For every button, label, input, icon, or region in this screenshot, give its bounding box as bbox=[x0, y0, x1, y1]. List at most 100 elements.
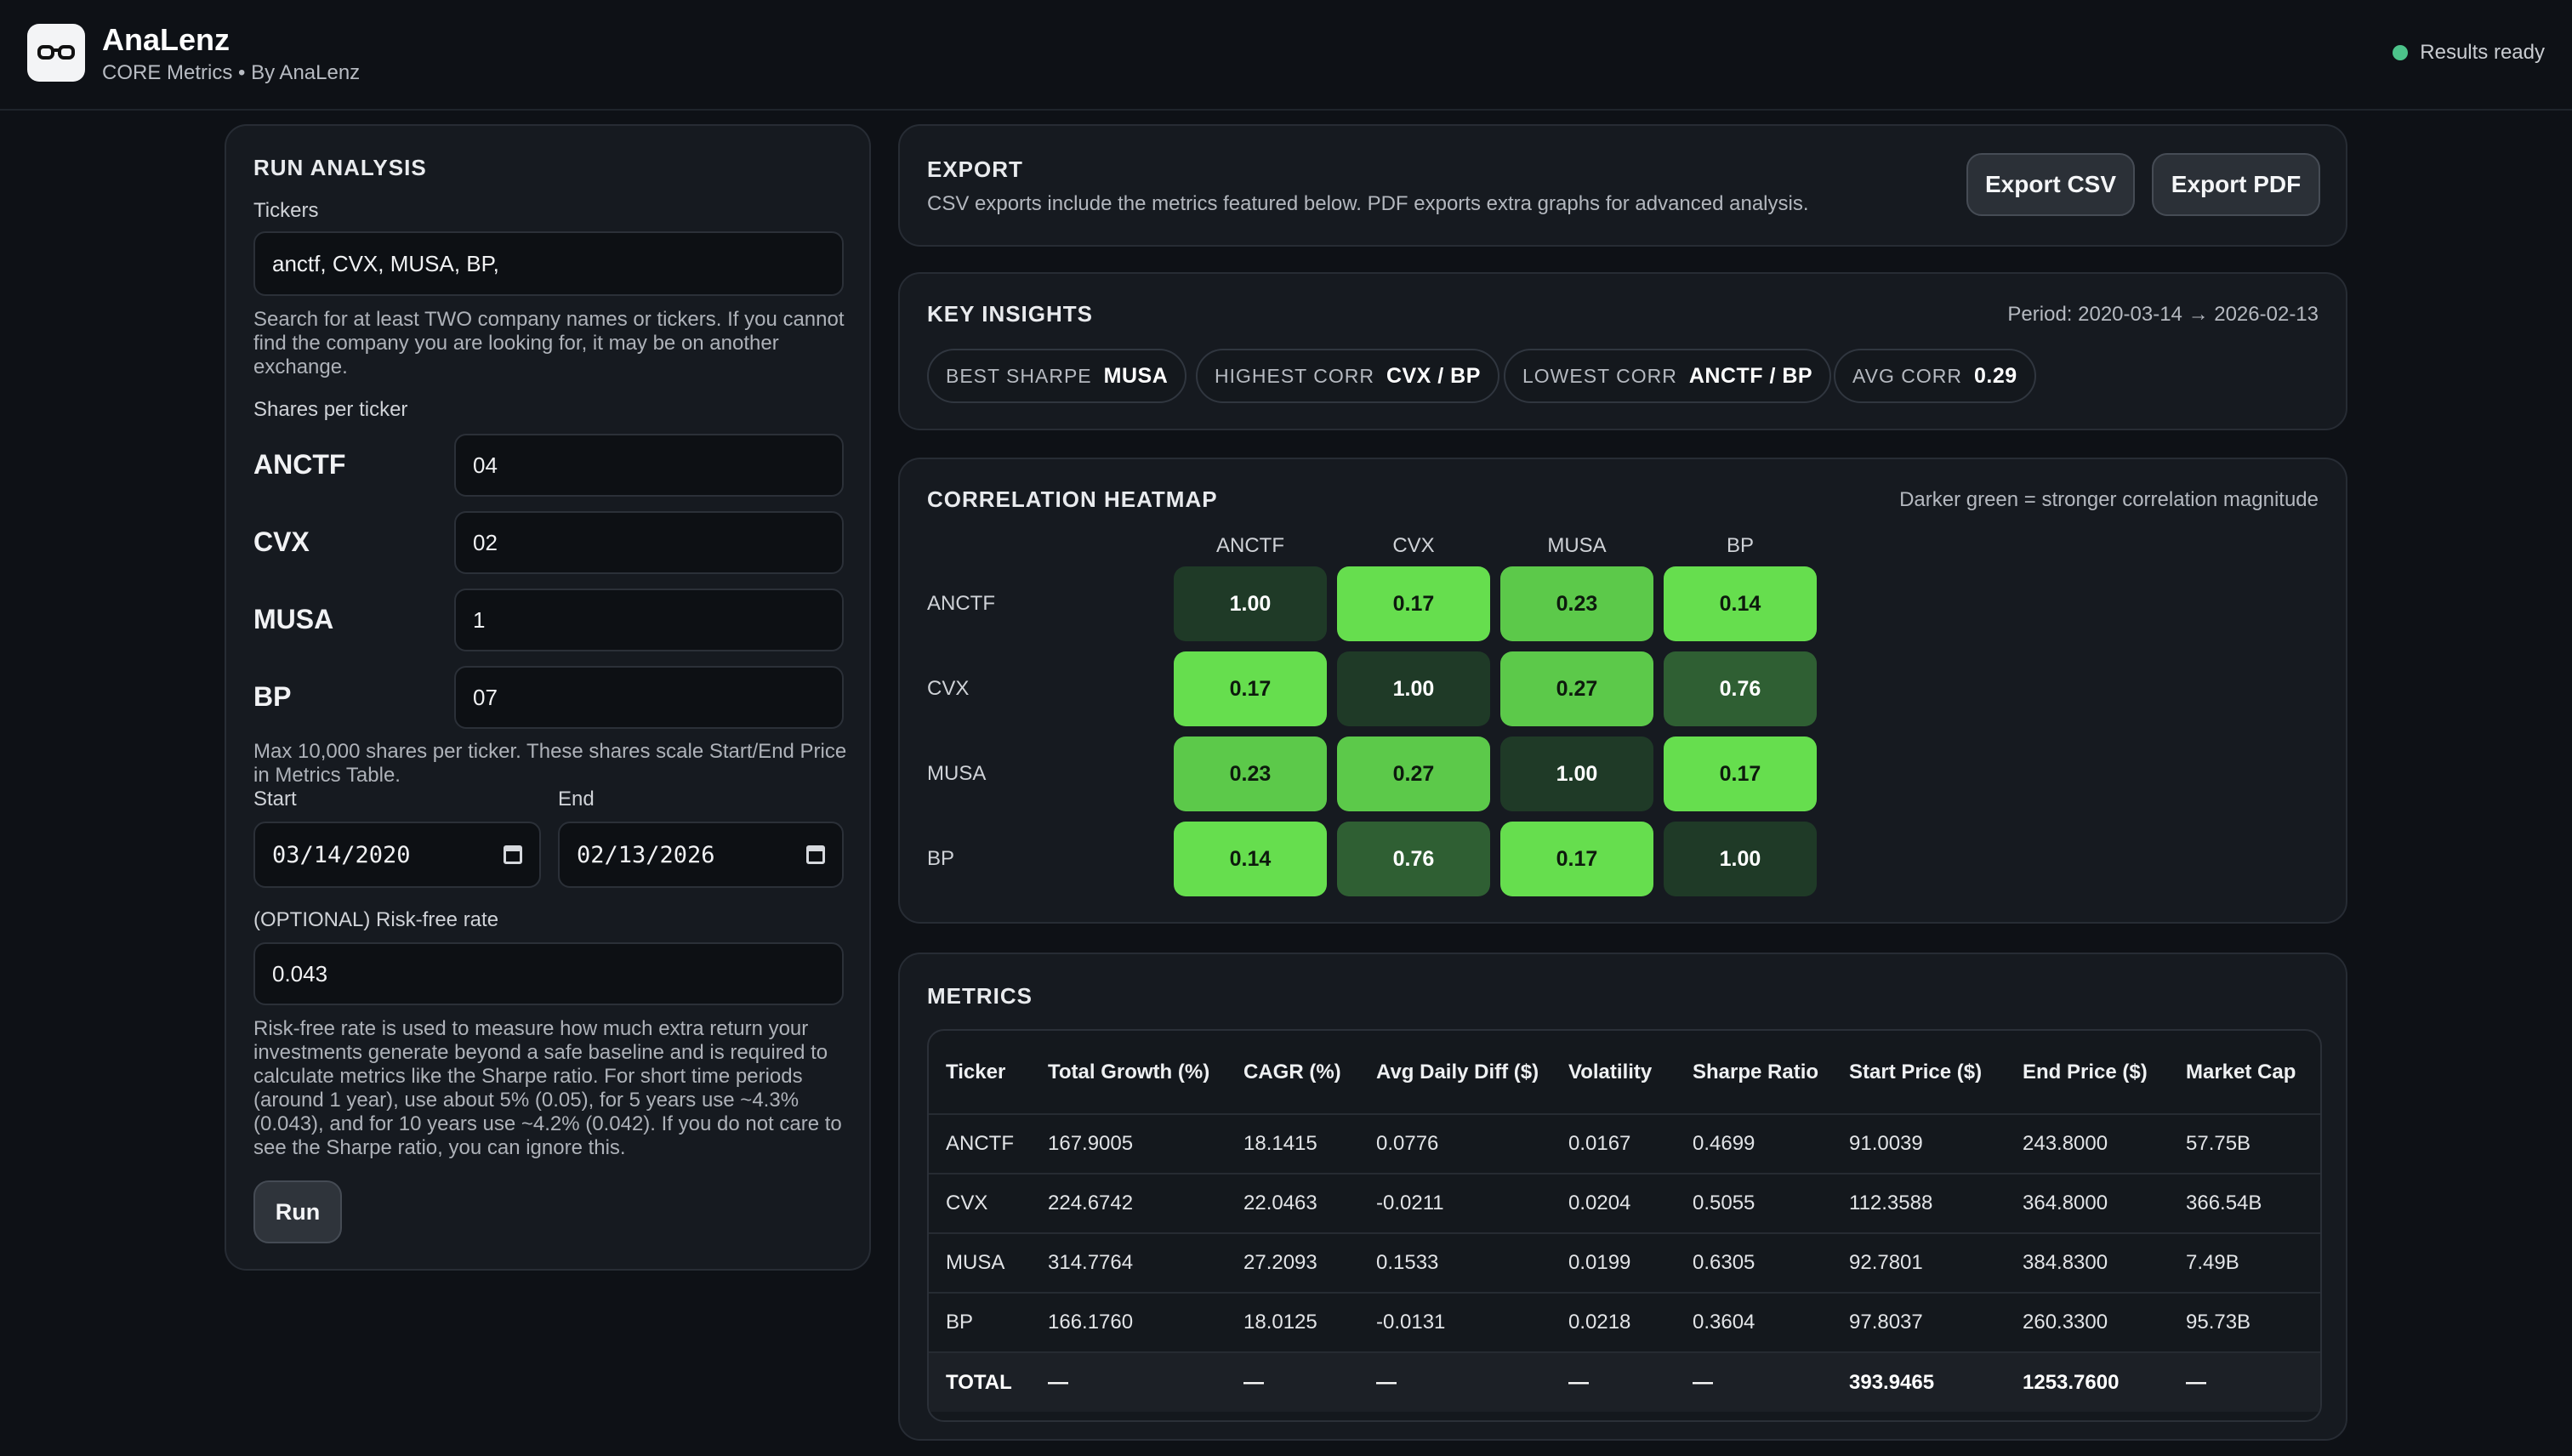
insight-label: AVG CORR bbox=[1852, 364, 1962, 387]
status-indicator: Results ready bbox=[2393, 41, 2545, 65]
table-cell: CVX bbox=[929, 1173, 1031, 1233]
table-cell: 92.7801 bbox=[1832, 1232, 2006, 1293]
risk-free-input[interactable]: 0.043 bbox=[253, 942, 844, 1005]
share-ticker-label: ANCTF bbox=[253, 449, 346, 480]
table-cell: 0.0199 bbox=[1551, 1232, 1676, 1293]
export-csv-button[interactable]: Export CSV bbox=[1966, 153, 2135, 216]
key-insights-title: KEY INSIGHTS bbox=[927, 301, 1094, 327]
table-cell: 364.8000 bbox=[2006, 1173, 2169, 1233]
heatmap-cell: 0.14 bbox=[1174, 822, 1327, 896]
export-description: CSV exports include the metrics featured… bbox=[927, 192, 1809, 215]
tickers-label: Tickers bbox=[253, 199, 319, 222]
table-cell: BP bbox=[929, 1292, 1031, 1352]
metrics-column-header: Sharpe Ratio bbox=[1693, 1060, 1819, 1083]
table-cell: 260.3300 bbox=[2006, 1292, 2169, 1352]
table-cell: MUSA bbox=[929, 1232, 1031, 1293]
table-cell: 0.0204 bbox=[1551, 1173, 1676, 1233]
metrics-column-header: Start Price ($) bbox=[1849, 1060, 1983, 1083]
table-cell: 224.6742 bbox=[1031, 1173, 1226, 1233]
table-row: MUSA 314.7764 27.2093 0.1533 0.0199 0.6305 92.… bbox=[929, 1232, 2320, 1293]
metrics-column-header: CAGR (%) bbox=[1243, 1060, 1341, 1083]
run-button[interactable]: Run bbox=[253, 1180, 342, 1243]
calendar-icon[interactable] bbox=[806, 845, 825, 864]
metrics-table: Ticker Total Growth (%) CAGR (%) Avg Daily … bbox=[929, 1031, 2320, 1412]
shares-input-cvx[interactable]: 02 bbox=[454, 511, 844, 574]
app-subtitle: CORE Metrics • By AnaLenz bbox=[102, 61, 361, 84]
heatmap-cell: 1.00 bbox=[1500, 737, 1653, 811]
period-text: Period: 2020-03-14 → 2026-02-13 bbox=[2007, 303, 2319, 326]
heatmap-row-label: MUSA bbox=[927, 762, 987, 785]
risk-free-label: (OPTIONAL) Risk-free rate bbox=[253, 908, 499, 931]
share-ticker-label: MUSA bbox=[253, 604, 334, 634]
insight-value: 0.29 bbox=[1973, 363, 2017, 388]
app-logo bbox=[27, 24, 85, 82]
table-cell: 0.0218 bbox=[1551, 1292, 1676, 1352]
heatmap-cell: 0.76 bbox=[1337, 822, 1490, 896]
share-ticker-label: BP bbox=[253, 681, 292, 712]
insight-label: HIGHEST CORR bbox=[1215, 364, 1374, 387]
start-date-value: 03/14/2020 bbox=[272, 841, 411, 868]
heatmap-cell: 0.23 bbox=[1500, 566, 1653, 641]
correlation-heatmap-panel: CORRELATION HEATMAP Darker green = stron… bbox=[898, 458, 2347, 924]
table-cell: — bbox=[1359, 1351, 1551, 1412]
insight-value: CVX / BP bbox=[1386, 363, 1481, 388]
insight-label: BEST SHARPE bbox=[946, 364, 1092, 387]
risk-free-help-text: Risk-free rate is used to measure how mu… bbox=[253, 1017, 842, 1159]
table-cell: 112.3588 bbox=[1832, 1173, 2006, 1233]
heatmap-cell: 0.76 bbox=[1664, 651, 1817, 726]
status-dot-icon bbox=[2393, 45, 2409, 60]
heatmap-cell: 0.27 bbox=[1337, 737, 1490, 811]
heatmap-cell: 0.27 bbox=[1500, 651, 1653, 726]
table-cell: 18.1415 bbox=[1226, 1113, 1359, 1174]
shares-input-musa[interactable]: 1 bbox=[454, 589, 844, 651]
table-cell: — bbox=[1551, 1351, 1676, 1412]
table-cell: 57.75B bbox=[2169, 1113, 2320, 1174]
insight-chip: BEST SHARPE MUSA bbox=[927, 349, 1187, 403]
table-cell: 7.49B bbox=[2169, 1232, 2320, 1293]
tickers-input[interactable]: anctf, CVX, MUSA, BP, bbox=[253, 231, 844, 296]
insight-chip: AVG CORR 0.29 bbox=[1834, 349, 2036, 403]
table-row: ANCTF 167.9005 18.1415 0.0776 0.0167 0.4699 91… bbox=[929, 1113, 2320, 1174]
insight-label: LOWEST CORR bbox=[1522, 364, 1677, 387]
shares-input-anctf[interactable]: 04 bbox=[454, 434, 844, 497]
tickers-help-text: Search for at least TWO company names or… bbox=[253, 308, 845, 378]
metrics-header-row: Ticker Total Growth (%) CAGR (%) Avg Daily … bbox=[929, 1031, 2320, 1114]
heatmap-title: CORRELATION HEATMAP bbox=[927, 486, 1218, 512]
status-text: Results ready bbox=[2420, 41, 2545, 64]
end-date-value: 02/13/2026 bbox=[577, 841, 715, 868]
table-cell: 314.7764 bbox=[1031, 1232, 1226, 1293]
heatmap-row-label: ANCTF bbox=[927, 592, 995, 615]
heatmap-column-label: CVX bbox=[1392, 534, 1435, 557]
shares-input-bp[interactable]: 07 bbox=[454, 666, 844, 729]
table-cell: 393.9465 bbox=[1832, 1351, 2006, 1412]
insight-chip: LOWEST CORR ANCTF / BP bbox=[1504, 349, 1832, 403]
metrics-column-header: Volatility bbox=[1568, 1060, 1653, 1083]
table-cell: 95.73B bbox=[2169, 1292, 2320, 1352]
table-cell: 167.9005 bbox=[1031, 1113, 1226, 1174]
run-analysis-title: RUN ANALYSIS bbox=[253, 155, 427, 180]
metrics-column-header: Avg Daily Diff ($) bbox=[1376, 1060, 1539, 1083]
metrics-column-header: Ticker bbox=[946, 1060, 1006, 1083]
start-date-label: Start bbox=[253, 788, 297, 810]
table-cell: 27.2093 bbox=[1226, 1232, 1359, 1293]
heatmap-cell: 0.17 bbox=[1174, 651, 1327, 726]
export-pdf-button[interactable]: Export PDF bbox=[2152, 153, 2320, 216]
end-date-input[interactable]: 02/13/2026 bbox=[558, 822, 844, 888]
metrics-column-header: Market Cap bbox=[2186, 1060, 2296, 1083]
table-cell: 243.8000 bbox=[2006, 1113, 2169, 1174]
heatmap-cell: 1.00 bbox=[1337, 651, 1490, 726]
table-cell: — bbox=[2169, 1351, 2320, 1412]
heatmap-legend-note: Darker green = stronger correlation magn… bbox=[1899, 488, 2319, 511]
table-cell: 22.0463 bbox=[1226, 1173, 1359, 1233]
calendar-icon[interactable] bbox=[504, 845, 522, 864]
heatmap-column-label: ANCTF bbox=[1216, 534, 1284, 557]
table-cell: 0.1533 bbox=[1359, 1232, 1551, 1293]
start-date-input[interactable]: 03/14/2020 bbox=[253, 822, 541, 888]
heatmap-cell: 1.00 bbox=[1664, 822, 1817, 896]
shares-help-text: Max 10,000 shares per ticker. These shar… bbox=[253, 740, 847, 787]
share-ticker-label: CVX bbox=[253, 526, 310, 557]
table-cell: -0.0131 bbox=[1359, 1292, 1551, 1352]
export-panel: EXPORT CSV exports include the metrics f… bbox=[898, 124, 2347, 247]
insight-value: ANCTF / BP bbox=[1688, 363, 1813, 388]
export-title: EXPORT bbox=[927, 156, 1023, 182]
